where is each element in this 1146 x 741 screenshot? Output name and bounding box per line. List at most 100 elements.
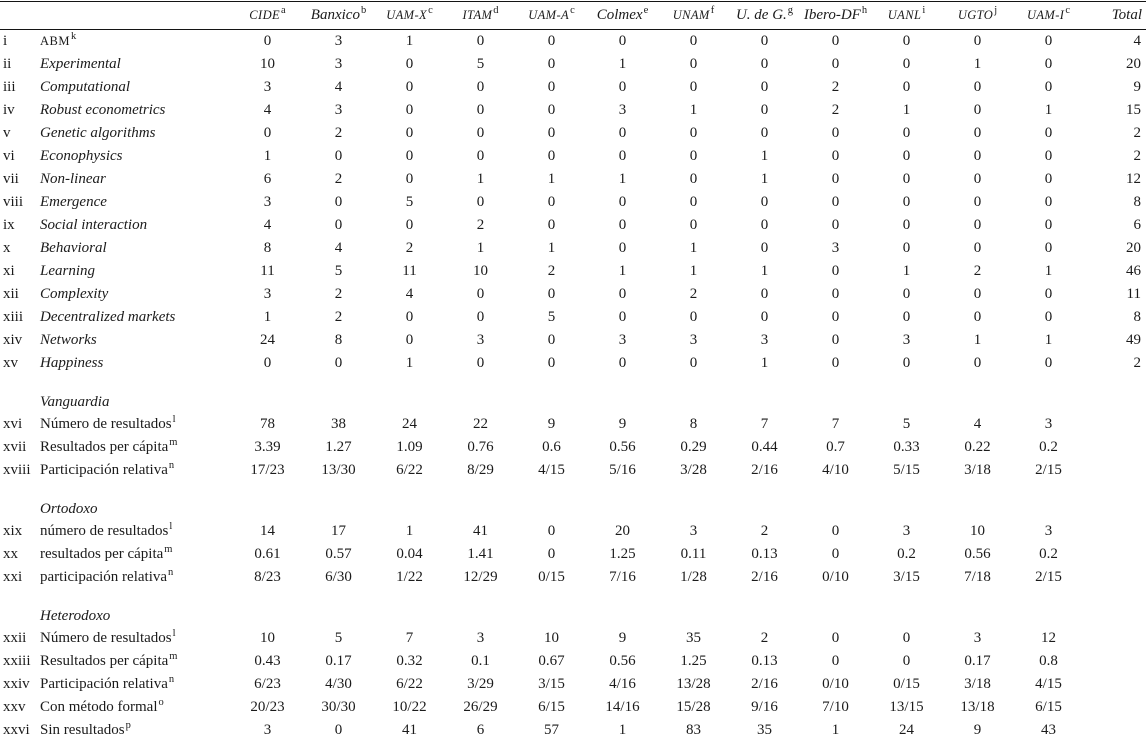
row-index: iv (3, 102, 15, 118)
cell-value: 0/15 (893, 676, 920, 692)
column-header-itam: ITAMd (445, 1, 516, 30)
cell-value: 0 (405, 79, 414, 95)
cell-value: 0 (689, 309, 698, 325)
cell-value: 0 (476, 286, 485, 302)
cell-value: 0 (405, 171, 414, 187)
cell-value: 0 (689, 355, 698, 371)
cell-value: 0 (405, 56, 414, 72)
cell-value: 12 (1041, 630, 1056, 646)
cell-value: 4/30 (325, 676, 352, 692)
cell-value: 0.44 (751, 439, 778, 455)
cell-total (1084, 673, 1146, 696)
cell-value: 8 (334, 332, 343, 348)
header-row: CIDEa Banxicob UAM-Xc ITAMd UAM-Ac Colmexe UNA… (0, 1, 1146, 30)
cell-value: 8/29 (467, 462, 494, 478)
cell-value: 3/18 (964, 676, 991, 692)
cell-total: 20 (1126, 56, 1141, 72)
cell-value: 1 (263, 148, 272, 164)
cell-value: 8 (263, 240, 272, 256)
cell-value: 0 (973, 217, 982, 233)
cell-value: 2 (760, 630, 769, 646)
cell-value: 57 (544, 722, 559, 738)
cell-value: 0 (476, 148, 485, 164)
row-index: i (3, 33, 8, 49)
cell-value: 83 (686, 722, 701, 738)
cell-value: 0.57 (325, 546, 352, 562)
cell-value: 13/15 (889, 699, 924, 715)
cell-value: 0 (902, 240, 911, 256)
row-label-text: Learning (40, 263, 96, 279)
row-label: Computational (40, 76, 232, 99)
cell-value: 1 (405, 33, 414, 49)
cell-value: 0 (1044, 148, 1053, 164)
column-header-index (0, 1, 40, 30)
column-header-uam-a: UAM-Ac (516, 1, 587, 30)
cell-value: 0 (902, 148, 911, 164)
table-row: xxii Número de resultadosl 10 5 7 3 10 9 35 2 0 0 3 1… (0, 627, 1146, 650)
cell-value: 0 (476, 355, 485, 371)
cell-total: 49 (1126, 332, 1141, 348)
cell-value: 0 (902, 56, 911, 72)
row-index: ix (3, 217, 15, 233)
column-header-colmex: Colmexe (587, 1, 658, 30)
cell-value: 1 (689, 263, 698, 279)
cell-value: 3/28 (680, 462, 707, 478)
cell-value: 0 (689, 56, 698, 72)
cell-value: 3 (618, 102, 627, 118)
row-label: Learning (40, 260, 232, 283)
footnote-mark: o (158, 697, 164, 708)
cell-value: 3/18 (964, 462, 991, 478)
cell-value: 3 (1044, 416, 1053, 432)
cell-value: 0 (831, 125, 840, 141)
cell-value: 6/15 (538, 699, 565, 715)
table-row: xi Learning 11 5 11 10 2 1 1 1 0 1 2 1 46 (0, 260, 1146, 283)
cell-value: 24 (260, 332, 275, 348)
cell-value: 0 (831, 263, 840, 279)
cell-total (1084, 543, 1146, 566)
cell-value: 1 (547, 240, 556, 256)
cell-value: 0 (547, 523, 556, 539)
cell-value: 1 (476, 240, 485, 256)
cell-total: 2 (1133, 125, 1142, 141)
row-index: xiv (3, 332, 23, 348)
cell-value: 30/30 (321, 699, 356, 715)
column-header-uam-i: UAM-Ic (1013, 1, 1084, 30)
row-label-text: Participación relativa (40, 462, 168, 478)
footnote-mark: b (360, 5, 367, 16)
cell-value: 4 (263, 217, 272, 233)
cell-value: 0 (689, 194, 698, 210)
cell-value: 0 (618, 217, 627, 233)
row-label: Con método formalo (40, 696, 232, 719)
cell-value: 3 (618, 332, 627, 348)
cell-total: 4 (1133, 33, 1142, 49)
cell-value: 0 (547, 102, 556, 118)
cell-value: 0 (1044, 240, 1053, 256)
cell-value: 2 (405, 240, 414, 256)
cell-value: 0 (831, 171, 840, 187)
cell-value: 0 (689, 148, 698, 164)
cell-value: 2 (334, 125, 343, 141)
cell-value: 3 (476, 332, 485, 348)
row-label-text: ABM (40, 34, 70, 48)
cell-value: 0.67 (538, 653, 565, 669)
empty-cell (232, 498, 1146, 520)
row-label: Número de resultadosl (40, 627, 232, 650)
table-row: xxiii Resultados per cápitam 0.43 0.17 0.32 0… (0, 650, 1146, 673)
cell-value: 2 (973, 263, 982, 279)
cell-value: 0 (1044, 194, 1053, 210)
cell-value: 3 (760, 332, 769, 348)
cell-value: 8/23 (254, 569, 281, 585)
row-index: xxi (3, 569, 23, 585)
cell-value: 0.33 (893, 439, 920, 455)
cell-value: 0 (1044, 309, 1053, 325)
cell-value: 7/10 (822, 699, 849, 715)
row-index: xvi (3, 416, 23, 432)
cell-value: 5 (902, 416, 911, 432)
row-label: Resultados per cápitam (40, 436, 232, 459)
cell-value: 12/29 (463, 569, 498, 585)
cell-value: 1 (973, 56, 982, 72)
cell-value: 41 (473, 523, 488, 539)
column-header-total: Total (1084, 1, 1146, 30)
row-label-text: participación relativa (40, 569, 168, 585)
cell-value: 9 (618, 416, 627, 432)
